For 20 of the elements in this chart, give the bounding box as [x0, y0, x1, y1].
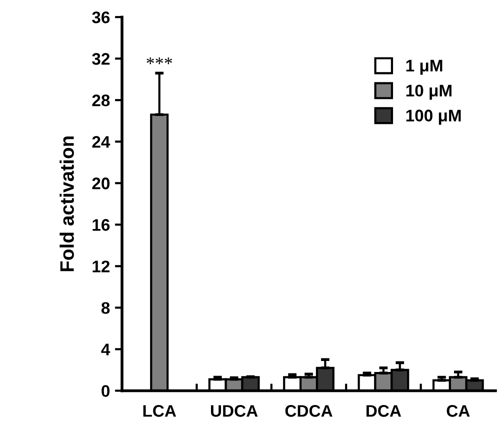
- y-tick-label: 8: [101, 302, 110, 314]
- x-tick-label: CDCA: [285, 405, 332, 417]
- y-tick-label: 36: [92, 11, 110, 24]
- legend-label: 10 μM: [406, 84, 452, 100]
- legend-label: 1 μM: [406, 60, 442, 75]
- y-tick-label: 20: [92, 178, 110, 190]
- legend-label: 100 μM: [406, 110, 461, 125]
- y-tick-label: 12: [92, 260, 110, 272]
- x-tick-label: LCA: [143, 405, 176, 417]
- x-tick-label: CA: [446, 405, 470, 417]
- y-tick-label: 32: [92, 52, 110, 65]
- y-axis-title: Fold activation: [60, 136, 74, 272]
- y-tick-label: 24: [92, 136, 110, 148]
- y-tick-label: 28: [92, 94, 110, 106]
- x-tick-label: DCA: [366, 405, 402, 417]
- y-tick-label: 4: [101, 344, 110, 356]
- y-tick-label: 0: [102, 385, 110, 397]
- x-tick-label: UDCA: [210, 405, 258, 417]
- y-tick-label: 16: [92, 219, 110, 231]
- annotation: ***: [146, 57, 172, 64]
